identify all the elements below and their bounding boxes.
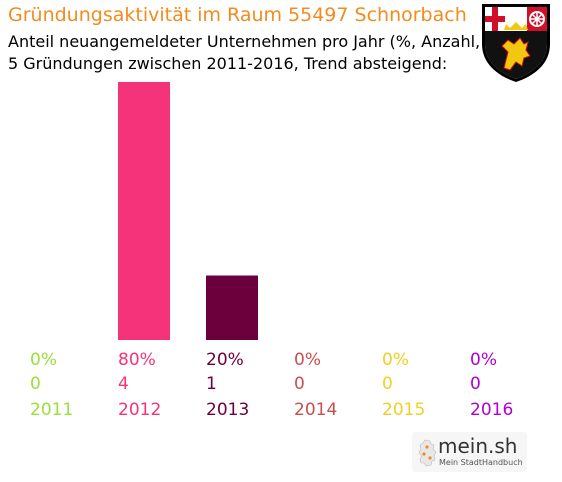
count-label-2013: 1	[206, 374, 217, 394]
chart-subtitle: Anteil neuangemeldeter Unternehmen pro J…	[8, 32, 523, 51]
brand-badge: mein.sh Mein StadtHandbuch	[412, 432, 527, 472]
year-label-2013: 2013	[206, 400, 249, 420]
count-label-2016: 0	[470, 374, 481, 394]
bar-2013	[206, 275, 258, 340]
chart-summary: 5 Gründungen zwischen 2011-2016, Trend a…	[8, 54, 448, 73]
year-label-2012: 2012	[118, 400, 161, 420]
percent-label-2011: 0%	[30, 350, 57, 370]
count-label-2011: 0	[30, 374, 41, 394]
coat-of-arms-icon	[482, 4, 550, 82]
year-label-2011: 2011	[30, 400, 73, 420]
chart-title: Gründungsaktivität im Raum 55497 Schnorb…	[8, 4, 467, 26]
brand-tagline: Mein StadtHandbuch	[439, 458, 523, 467]
percent-label-2013: 20%	[206, 350, 244, 370]
germany-map-icon	[418, 439, 437, 467]
count-label-2014: 0	[294, 374, 305, 394]
percent-label-2012: 80%	[118, 350, 156, 370]
brand-name: mein.sh	[438, 434, 518, 458]
count-label-2012: 4	[118, 374, 129, 394]
year-label-2016: 2016	[470, 400, 513, 420]
percent-label-2016: 0%	[470, 350, 497, 370]
percent-label-2014: 0%	[294, 350, 321, 370]
year-label-2015: 2015	[382, 400, 425, 420]
count-label-2015: 0	[382, 374, 393, 394]
year-label-2014: 2014	[294, 400, 337, 420]
bar-2012	[118, 82, 170, 340]
percent-label-2015: 0%	[382, 350, 409, 370]
